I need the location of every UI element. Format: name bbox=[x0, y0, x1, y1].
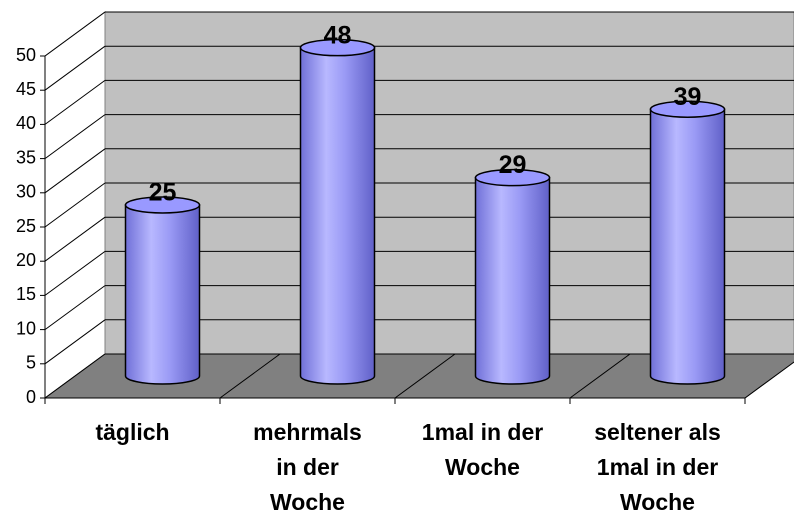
y-tick-label: 25 bbox=[16, 216, 36, 236]
bar bbox=[649, 108, 726, 385]
y-tick-label: 45 bbox=[16, 79, 36, 99]
grid-line bbox=[44, 45, 106, 91]
y-tick-label: 40 bbox=[16, 113, 36, 133]
grid-line bbox=[44, 285, 106, 331]
value-label: 48 bbox=[324, 21, 352, 49]
x-tick-label: mehrmals in der Woche bbox=[253, 419, 362, 515]
y-tick-label: 35 bbox=[16, 147, 36, 167]
bar bbox=[299, 46, 376, 385]
grid-line bbox=[44, 250, 106, 296]
y-tick-label: 0 bbox=[26, 387, 36, 407]
y-tick-label: 20 bbox=[16, 250, 36, 270]
grid-line bbox=[44, 216, 106, 262]
x-tick-label: täglich bbox=[95, 419, 170, 445]
floor-divider bbox=[394, 353, 456, 399]
grid-line bbox=[44, 319, 106, 365]
grid-line bbox=[44, 182, 106, 228]
grid-line bbox=[44, 148, 106, 194]
grid-line bbox=[44, 114, 106, 160]
grid-line bbox=[44, 11, 106, 57]
bar-top bbox=[124, 196, 201, 214]
value-label: 39 bbox=[674, 83, 702, 111]
bar-top bbox=[299, 38, 376, 57]
value-label: 29 bbox=[499, 151, 527, 179]
value-label: 25 bbox=[149, 179, 177, 207]
x-tick-label: seltener als 1mal in der Woche bbox=[594, 419, 721, 515]
plot: 0 5 10 15 20 25 30 35 40 45 50 25 48 29 39 bbox=[16, 11, 794, 407]
y-tick-label: 30 bbox=[16, 182, 36, 202]
y-tick-label: 15 bbox=[16, 284, 36, 304]
y-tick-label: 10 bbox=[16, 318, 36, 338]
grid-line bbox=[44, 353, 106, 399]
x-tick-label: 1mal in der Woche bbox=[421, 419, 544, 480]
floor-divider bbox=[219, 353, 281, 399]
bar bbox=[474, 176, 551, 385]
y-tick-label: 5 bbox=[26, 353, 36, 373]
bar-top bbox=[649, 100, 726, 118]
bar bbox=[124, 204, 201, 385]
grid-line bbox=[44, 79, 106, 125]
y-tick-label: 50 bbox=[16, 45, 36, 65]
floor-divider bbox=[744, 361, 794, 399]
floor-divider bbox=[569, 353, 631, 399]
bar-top bbox=[474, 168, 551, 187]
